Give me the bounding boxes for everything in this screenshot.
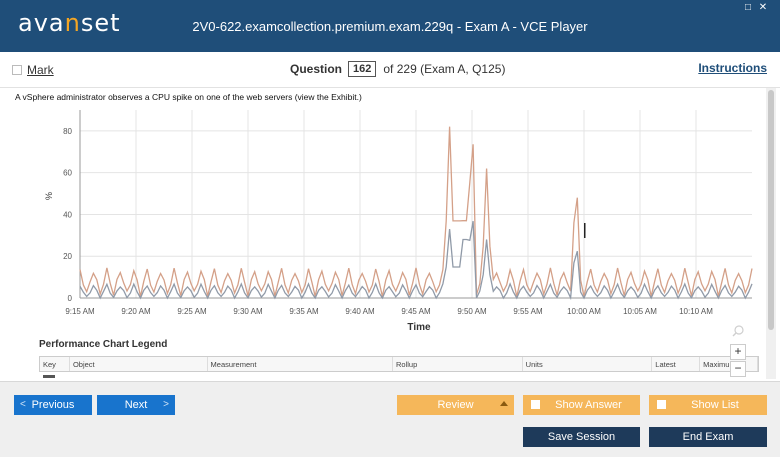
y-tick-label: 60 [63, 169, 72, 178]
y-tick-label: 0 [68, 294, 73, 303]
previous-label: Previous [31, 399, 75, 411]
legend-col-latest[interactable]: Latest [652, 357, 701, 371]
legend-col-units[interactable]: Units [523, 357, 653, 371]
question-of-text: of 229 (Exam A, Q125) [383, 62, 506, 76]
zoom-out-button[interactable]: − [730, 361, 746, 377]
question-bar: Mark Question 162 of 229 (Exam A, Q125) … [0, 52, 780, 88]
y-axis-ticks: 0 20 40 60 80 [63, 127, 72, 303]
instructions-link[interactable]: Instructions [698, 61, 767, 75]
show-answer-button[interactable]: Show Answer [523, 395, 640, 415]
x-tick-label: 9:40 AM [345, 307, 375, 316]
app-logo: avanset [18, 9, 121, 37]
window-title: 2V0-622.examcollection.premium.exam.229q… [192, 19, 588, 34]
show-answer-checkbox[interactable] [531, 400, 540, 409]
show-list-label: Show List [691, 399, 739, 411]
caret-up-icon [500, 401, 508, 406]
legend-header: Key Object Measurement Rollup Units Latest Max… [39, 356, 759, 372]
question-label: Question [290, 62, 343, 76]
x-tick-label: 10:10 AM [679, 307, 713, 316]
y-tick-label: 20 [63, 252, 72, 261]
x-tick-label: 9:30 AM [233, 307, 263, 316]
legend-col-key[interactable]: Key [40, 357, 70, 371]
cursor-mark [584, 223, 586, 238]
x-axis-ticks: 9:15 AM 9:20 AM 9:25 AM 9:30 AM 9:35 AM 9:40 … [65, 307, 713, 316]
next-label: Next [124, 399, 148, 411]
legend-title: Performance Chart Legend [39, 339, 168, 350]
mark-checkbox-box[interactable] [12, 65, 22, 75]
question-indicator: Question 162 of 229 (Exam A, Q125) [290, 61, 505, 77]
review-label: Review [437, 399, 474, 411]
x-axis-label: Time [407, 322, 431, 333]
legend-col-rollup[interactable]: Rollup [393, 357, 523, 371]
series-line-1 [79, 126, 753, 297]
vertical-scrollbar[interactable] [766, 88, 776, 379]
review-button[interactable]: Review [397, 395, 514, 415]
close-icon[interactable]: ✕ [758, 2, 768, 13]
chart-grid [79, 110, 752, 299]
x-tick-label: 9:55 AM [513, 307, 543, 316]
show-list-checkbox[interactable] [657, 400, 666, 409]
maximize-icon[interactable]: □ [744, 2, 752, 13]
previous-button[interactable]: < Previous [14, 395, 92, 415]
legend-col-maximu[interactable]: Maximu [700, 357, 759, 371]
footer: < Previous Next > Review Show Answer Sho… [0, 381, 780, 457]
y-axis-label: % [44, 192, 54, 200]
question-text: A vSphere administrator observes a CPU s… [15, 92, 362, 102]
legend-key-swatch [43, 374, 55, 378]
show-answer-label: Show Answer [555, 399, 622, 411]
show-list-button[interactable]: Show List [649, 395, 767, 415]
legend-table: Key Object Measurement Rollup Units Latest Max… [39, 356, 759, 379]
mark-checkbox[interactable]: Mark [12, 63, 54, 77]
x-tick-label: 10:00 AM [567, 307, 601, 316]
x-tick-label: 9:45 AM [401, 307, 431, 316]
chevron-right-icon: > [163, 399, 169, 410]
series-line-2 [79, 220, 753, 301]
legend-col-measurement[interactable]: Measurement [208, 357, 394, 371]
legend-row[interactable] [39, 372, 759, 379]
x-tick-label: 9:35 AM [289, 307, 319, 316]
y-tick-label: 80 [63, 127, 72, 136]
search-icon [732, 325, 744, 337]
x-tick-label: 9:50 AM [457, 307, 487, 316]
x-tick-label: 10:05 AM [623, 307, 657, 316]
end-exam-button[interactable]: End Exam [649, 427, 767, 447]
chart-series [79, 126, 753, 301]
save-session-button[interactable]: Save Session [523, 427, 640, 447]
title-bar: avanset 2V0-622.examcollection.premium.e… [0, 0, 780, 52]
x-tick-label: 9:20 AM [121, 307, 151, 316]
y-tick-label: 40 [63, 210, 72, 219]
scrollbar-thumb[interactable] [768, 90, 774, 330]
mark-label: Mark [27, 63, 54, 77]
x-tick-label: 9:25 AM [177, 307, 207, 316]
question-number-input[interactable]: 162 [348, 61, 377, 77]
x-tick-label: 9:15 AM [65, 307, 95, 316]
next-button[interactable]: Next > [97, 395, 175, 415]
chevron-left-icon: < [20, 399, 26, 410]
question-content: A vSphere administrator observes a CPU s… [4, 88, 762, 379]
zoom-in-button[interactable]: + [730, 344, 746, 360]
legend-col-object[interactable]: Object [70, 357, 208, 371]
